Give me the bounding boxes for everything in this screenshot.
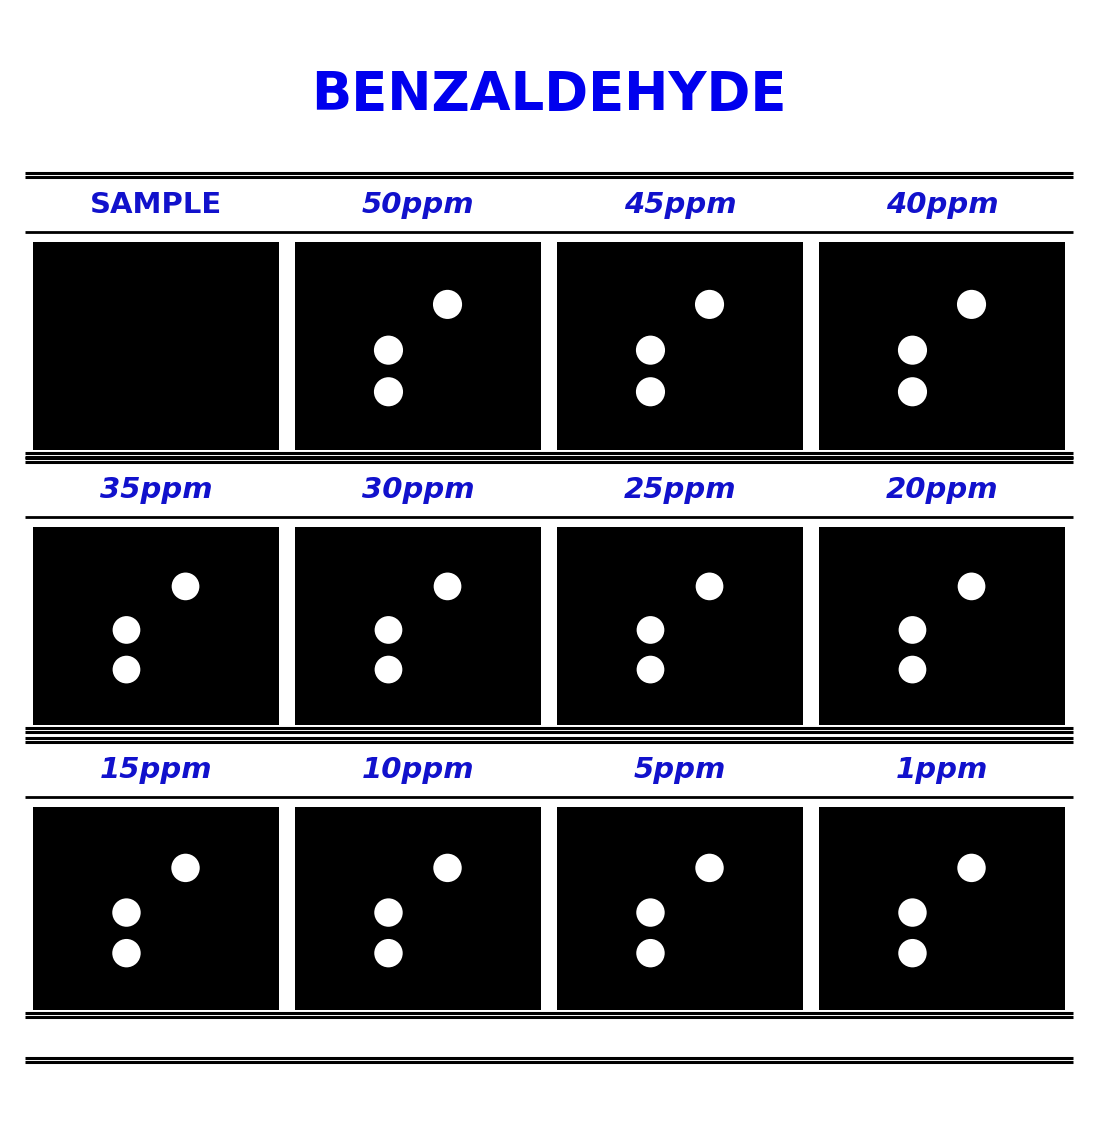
Text: 10ppm: 10ppm <box>361 756 474 784</box>
Text: 30ppm: 30ppm <box>361 475 474 504</box>
Circle shape <box>171 854 200 882</box>
Circle shape <box>636 336 665 365</box>
Circle shape <box>636 377 665 406</box>
Circle shape <box>374 938 403 967</box>
FancyBboxPatch shape <box>557 527 803 725</box>
Circle shape <box>957 573 985 600</box>
Circle shape <box>898 938 927 967</box>
Circle shape <box>898 336 927 365</box>
Circle shape <box>898 898 927 927</box>
FancyBboxPatch shape <box>33 807 279 1010</box>
FancyBboxPatch shape <box>295 527 541 725</box>
FancyBboxPatch shape <box>295 807 541 1010</box>
FancyBboxPatch shape <box>819 807 1065 1010</box>
FancyBboxPatch shape <box>819 242 1065 450</box>
Circle shape <box>434 573 461 600</box>
Circle shape <box>374 336 403 365</box>
Text: 40ppm: 40ppm <box>886 191 998 219</box>
FancyBboxPatch shape <box>33 527 279 725</box>
Text: SAMPLE: SAMPLE <box>90 191 222 219</box>
FancyBboxPatch shape <box>33 242 279 450</box>
Circle shape <box>374 616 402 644</box>
Text: 45ppm: 45ppm <box>624 191 737 219</box>
FancyBboxPatch shape <box>557 242 803 450</box>
Text: 25ppm: 25ppm <box>624 475 737 504</box>
Circle shape <box>637 616 664 644</box>
Circle shape <box>636 938 664 967</box>
Circle shape <box>957 854 986 882</box>
FancyBboxPatch shape <box>819 527 1065 725</box>
Text: 50ppm: 50ppm <box>361 191 474 219</box>
Circle shape <box>113 616 141 644</box>
Circle shape <box>695 290 724 319</box>
Circle shape <box>695 854 724 882</box>
Circle shape <box>374 656 402 684</box>
Text: 20ppm: 20ppm <box>886 475 998 504</box>
Circle shape <box>374 377 403 406</box>
FancyBboxPatch shape <box>295 242 541 450</box>
Circle shape <box>433 290 462 319</box>
Circle shape <box>112 898 141 927</box>
FancyBboxPatch shape <box>557 807 803 1010</box>
Circle shape <box>112 938 141 967</box>
Text: BENZALDEHYDE: BENZALDEHYDE <box>312 69 786 121</box>
Circle shape <box>636 898 664 927</box>
Text: 35ppm: 35ppm <box>100 475 212 504</box>
Circle shape <box>171 573 200 600</box>
Circle shape <box>898 656 927 684</box>
Circle shape <box>637 656 664 684</box>
Circle shape <box>696 573 724 600</box>
Circle shape <box>898 616 927 644</box>
Circle shape <box>113 656 141 684</box>
Circle shape <box>957 290 986 319</box>
Circle shape <box>374 898 403 927</box>
Text: 15ppm: 15ppm <box>100 756 212 784</box>
Circle shape <box>898 377 927 406</box>
Text: 1ppm: 1ppm <box>896 756 988 784</box>
Circle shape <box>434 854 462 882</box>
Text: 5ppm: 5ppm <box>634 756 726 784</box>
